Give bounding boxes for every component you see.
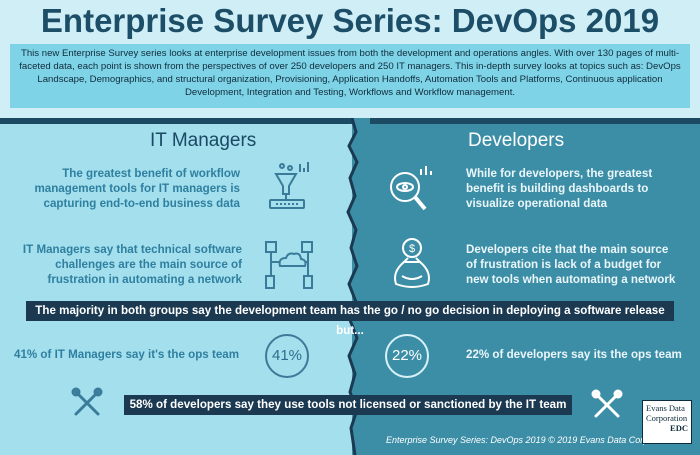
logo-line: EDC <box>670 423 688 433</box>
dev-frustration-line: of frustration is lack of a budget for <box>466 258 662 271</box>
dev-stat-text: 22% of developers say its the ops team <box>466 348 682 361</box>
dev-benefit-line: benefit is building dashboards to <box>466 182 649 195</box>
it-stat-text: 41% of IT Managers say it's the ops team <box>14 348 240 361</box>
logo-line: Corporation <box>646 413 688 423</box>
page-title: Enterprise Survey Series: DevOps 2019 <box>40 2 660 39</box>
magnifier-chart-icon <box>390 166 432 211</box>
it-stat-circle: 41% <box>265 334 309 378</box>
logo-line: Evans Data <box>646 403 685 413</box>
it-managers-heading: IT Managers <box>150 130 257 151</box>
dev-benefit-text: While for developers, the greatest benef… <box>466 166 686 211</box>
tools-banner: 58% of developers say they use tools not… <box>124 395 572 415</box>
it-frustration-line: frustration in automating a network <box>47 273 242 286</box>
funnel-filter-icon <box>269 162 309 209</box>
money-bag-icon: $ <box>394 238 430 288</box>
tools-icon <box>591 389 623 418</box>
developers-heading: Developers <box>468 130 565 151</box>
copyright-footer: Enterprise Survey Series: DevOps 2019 © … <box>386 435 649 445</box>
dev-frustration-line: new tools when automating a network <box>466 273 676 286</box>
tools-icon <box>71 387 103 416</box>
divider-bar <box>0 118 700 124</box>
it-benefit-line: The greatest benefit of workflow <box>62 167 240 180</box>
dev-stat-circle: 22% <box>385 334 429 378</box>
it-benefit-line: management tools for IT managers is <box>34 182 240 195</box>
dev-benefit-line: While for developers, the greatest <box>466 167 653 180</box>
it-frustration-line: challenges are the main source of <box>55 258 242 271</box>
it-frustration-text: IT Managers say that technical software … <box>14 242 242 287</box>
it-frustration-line: IT Managers say that technical software <box>22 243 242 256</box>
it-benefit-line: capturing end-to-end business data <box>43 197 240 210</box>
evans-data-logo: Evans Data Corporation EDC <box>642 400 692 444</box>
torn-divider <box>346 118 370 455</box>
intro-text: This new Enterprise Survey series looks … <box>10 44 690 108</box>
cloud-network-icon <box>265 241 313 289</box>
dev-benefit-line: visualize operational data <box>466 197 608 210</box>
dev-frustration-text: Developers cite that the main source of … <box>466 242 686 287</box>
it-benefit-text: The greatest benefit of workflow managem… <box>20 166 240 211</box>
decision-banner: The majority in both groups say the deve… <box>26 301 674 337</box>
dev-frustration-line: Developers cite that the main source <box>466 243 669 256</box>
svg-text:$: $ <box>409 243 415 255</box>
